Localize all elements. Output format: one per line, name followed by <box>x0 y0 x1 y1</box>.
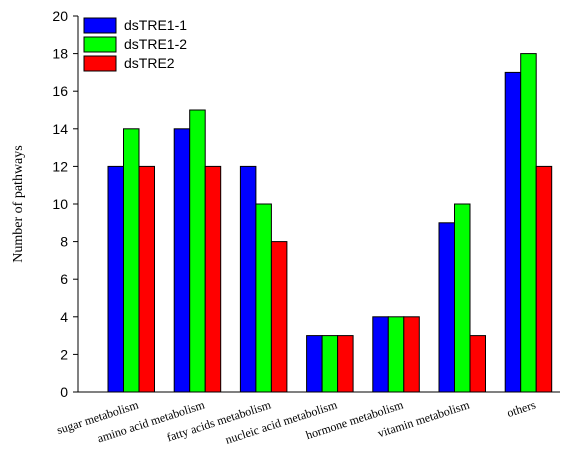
y-tick-label: 14 <box>52 121 68 137</box>
y-tick-label: 0 <box>60 384 68 400</box>
y-tick-label: 4 <box>60 309 68 325</box>
legend-swatch-dsTRE2 <box>83 55 117 72</box>
y-axis-ticks: 0 2 4 6 8 10 12 14 16 18 20 <box>52 8 78 400</box>
y-axis-title: Number of pathways <box>11 145 26 262</box>
bar-dsTRE2-5 <box>469 335 486 393</box>
bar-dsTRE2-0 <box>138 165 155 393</box>
legend: dsTRE1-1 dsTRE1-2 dsTRE2 <box>83 17 187 72</box>
bar-dsTRE1-2-2 <box>255 203 272 393</box>
bar-dsTRE2-1 <box>204 165 222 393</box>
bar-dsTRE1-1-5 <box>438 222 455 393</box>
bar-dsTRE1-2-0 <box>123 128 140 393</box>
legend-swatch-dsTRE1-2 <box>83 36 117 53</box>
legend-label: dsTRE2 <box>124 55 175 71</box>
bar-dsTRE1-2-5 <box>454 203 471 393</box>
bar-dsTRE1-1-6 <box>504 71 522 393</box>
bar-dsTRE1-1-2 <box>239 165 257 393</box>
bar-dsTRE1-1-4 <box>372 316 389 393</box>
y-tick-label: 10 <box>52 196 68 212</box>
y-tick-label: 6 <box>60 271 68 287</box>
bar-dsTRE1-1-3 <box>306 335 323 393</box>
bar-dsTRE2-3 <box>337 335 354 393</box>
x-tick-label: others <box>505 397 538 419</box>
y-tick-label: 8 <box>60 234 68 250</box>
bar-dsTRE2-4 <box>403 316 420 393</box>
legend-swatch-dsTRE1-1 <box>83 17 117 34</box>
y-tick-label: 20 <box>52 8 68 24</box>
bar-dsTRE2-2 <box>270 241 288 393</box>
bar-dsTRE1-2-4 <box>387 316 405 393</box>
bar-dsTRE1-1-0 <box>107 165 124 393</box>
y-tick-label: 16 <box>52 83 68 99</box>
y-tick-label: 12 <box>52 158 68 174</box>
bar-dsTRE1-2-3 <box>321 335 339 393</box>
bar-dsTRE1-1-1 <box>173 128 191 393</box>
bar-dsTRE1-2-1 <box>189 109 206 393</box>
y-tick-label: 18 <box>52 46 68 62</box>
bars <box>107 53 553 393</box>
y-tick-label: 2 <box>60 346 68 362</box>
legend-label: dsTRE1-2 <box>124 36 187 52</box>
bar-dsTRE1-2-6 <box>520 53 537 393</box>
legend-label: dsTRE1-1 <box>124 17 187 33</box>
bar-dsTRE2-6 <box>535 165 553 393</box>
